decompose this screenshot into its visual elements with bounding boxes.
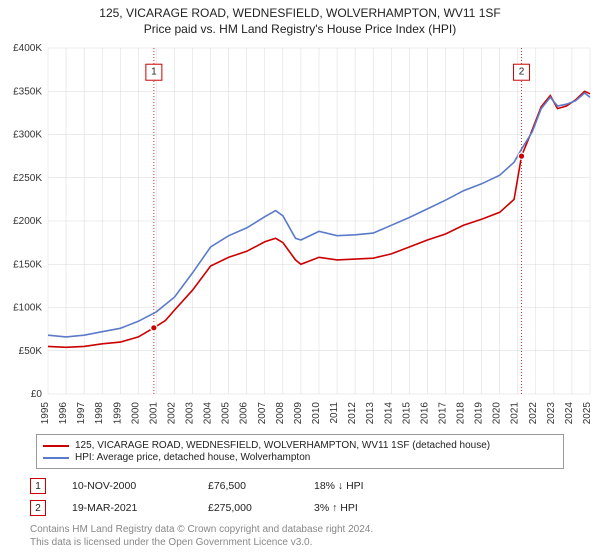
svg-text:£300K: £300K [13, 130, 42, 141]
marker-index-box: 2 [30, 500, 46, 516]
svg-text:2014: 2014 [383, 402, 394, 425]
marker-table-row: 1 10-NOV-2000 £76,500 18% ↓ HPI [30, 475, 570, 497]
svg-text:2018: 2018 [456, 402, 467, 425]
svg-text:2023: 2023 [546, 402, 557, 425]
marker-table-row: 2 19-MAR-2021 £275,000 3% ↑ HPI [30, 497, 570, 519]
marker-date: 10-NOV-2000 [72, 480, 182, 492]
marker-price: £76,500 [208, 480, 288, 492]
svg-text:2013: 2013 [365, 402, 376, 425]
svg-text:2024: 2024 [564, 402, 575, 425]
svg-text:2003: 2003 [185, 402, 196, 425]
legend: 125, VICARAGE ROAD, WEDNESFIELD, WOLVERH… [36, 434, 564, 469]
marker-delta: 18% ↓ HPI [314, 480, 424, 492]
svg-text:2000: 2000 [130, 402, 141, 425]
marker-index-box: 1 [30, 478, 46, 494]
chart-title-block: 125, VICARAGE ROAD, WEDNESFIELD, WOLVERH… [0, 0, 600, 38]
svg-text:1: 1 [151, 67, 157, 78]
svg-text:£100K: £100K [13, 303, 42, 314]
legend-label: HPI: Average price, detached house, Wolv… [75, 452, 310, 463]
svg-text:2012: 2012 [347, 402, 358, 425]
svg-text:2025: 2025 [582, 402, 593, 425]
svg-text:2016: 2016 [419, 402, 430, 425]
chart-container: £0 £50K £100K £150K £200K £250K £300K £350K £400… [0, 38, 600, 430]
svg-text:1995: 1995 [40, 402, 51, 425]
credit-line-1: Contains HM Land Registry data © Crown c… [30, 523, 570, 536]
marker-date: 19-MAR-2021 [72, 502, 182, 514]
legend-row: HPI: Average price, detached house, Wolv… [43, 452, 557, 463]
svg-text:1997: 1997 [76, 402, 87, 425]
svg-text:2011: 2011 [329, 402, 340, 424]
legend-swatch [43, 445, 69, 447]
svg-text:1998: 1998 [94, 402, 105, 425]
credit-line-2: This data is licensed under the Open Gov… [30, 536, 570, 549]
svg-text:2002: 2002 [166, 402, 177, 425]
title-line-2: Price paid vs. HM Land Registry's House … [8, 22, 592, 36]
svg-text:£350K: £350K [13, 86, 42, 97]
svg-text:2007: 2007 [257, 402, 268, 425]
svg-text:£50K: £50K [19, 346, 43, 357]
svg-text:2006: 2006 [239, 402, 250, 425]
svg-text:2001: 2001 [148, 402, 159, 425]
svg-text:2017: 2017 [437, 402, 448, 425]
credits: Contains HM Land Registry data © Crown c… [30, 523, 570, 549]
marker-table: 1 10-NOV-2000 £76,500 18% ↓ HPI 2 19-MAR-2021… [30, 475, 570, 519]
svg-text:2009: 2009 [293, 402, 304, 425]
svg-text:2005: 2005 [221, 402, 232, 425]
svg-text:2020: 2020 [492, 402, 503, 425]
marker-delta: 3% ↑ HPI [314, 502, 424, 514]
legend-row: 125, VICARAGE ROAD, WEDNESFIELD, WOLVERH… [43, 440, 557, 451]
svg-text:2021: 2021 [510, 402, 521, 425]
svg-text:1996: 1996 [58, 402, 69, 425]
svg-text:2004: 2004 [203, 402, 214, 425]
svg-text:2019: 2019 [474, 402, 485, 425]
svg-text:£200K: £200K [13, 216, 42, 227]
marker-price: £275,000 [208, 502, 288, 514]
title-line-1: 125, VICARAGE ROAD, WEDNESFIELD, WOLVERH… [8, 6, 592, 20]
svg-text:£0: £0 [31, 389, 43, 400]
svg-text:£150K: £150K [13, 259, 42, 270]
svg-text:£400K: £400K [13, 43, 42, 54]
svg-text:1999: 1999 [112, 402, 123, 425]
legend-label: 125, VICARAGE ROAD, WEDNESFIELD, WOLVERH… [75, 440, 490, 451]
svg-text:2010: 2010 [311, 402, 322, 425]
svg-text:£250K: £250K [13, 173, 42, 184]
svg-text:2022: 2022 [528, 402, 539, 425]
legend-swatch [43, 457, 69, 459]
svg-text:2: 2 [519, 67, 525, 78]
svg-text:2008: 2008 [275, 402, 286, 425]
svg-text:2015: 2015 [401, 402, 412, 425]
chart-svg: £0 £50K £100K £150K £200K £250K £300K £350K £400… [0, 38, 600, 430]
